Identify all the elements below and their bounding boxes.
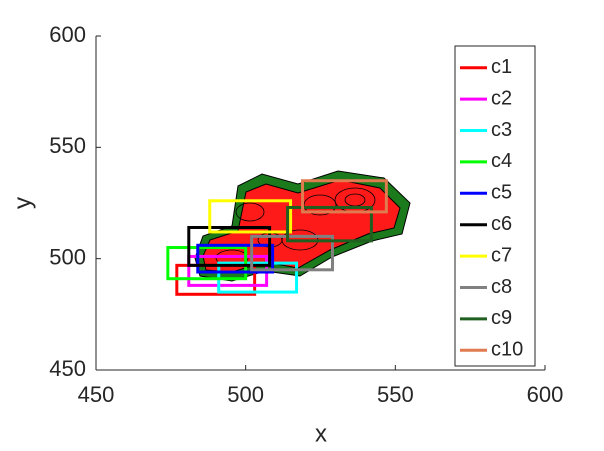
region-box bbox=[166, 246, 248, 281]
y-tick-label: 500 bbox=[49, 244, 86, 269]
x-tick-label: 500 bbox=[227, 382, 264, 407]
region-box bbox=[286, 205, 373, 243]
x-tick-label: 600 bbox=[527, 382, 564, 407]
x-tick-label: 550 bbox=[377, 382, 414, 407]
plot-marks bbox=[166, 179, 388, 296]
region-box bbox=[187, 225, 272, 267]
region-box bbox=[196, 243, 275, 274]
legend-label: c3 bbox=[491, 119, 512, 141]
legend-label: c7 bbox=[491, 244, 512, 266]
region-box bbox=[208, 199, 293, 234]
legend-label: c8 bbox=[491, 276, 512, 298]
legend-label: c1 bbox=[491, 56, 512, 78]
legend-label: c2 bbox=[491, 87, 512, 109]
legend-label: c9 bbox=[491, 307, 512, 329]
y-tick-label: 450 bbox=[49, 356, 86, 381]
legend-label: c6 bbox=[491, 213, 512, 235]
region-box bbox=[250, 234, 334, 272]
x-axis-label: x bbox=[315, 420, 327, 447]
legend-label: c5 bbox=[491, 182, 512, 204]
region-box bbox=[301, 179, 388, 214]
y-tick-label: 600 bbox=[49, 22, 86, 47]
legend-label: c4 bbox=[491, 150, 512, 172]
x-tick-label: 450 bbox=[78, 382, 115, 407]
legend-label: c10 bbox=[491, 339, 523, 361]
y-tick-label: 550 bbox=[49, 133, 86, 158]
y-axis-label: y bbox=[9, 197, 36, 209]
